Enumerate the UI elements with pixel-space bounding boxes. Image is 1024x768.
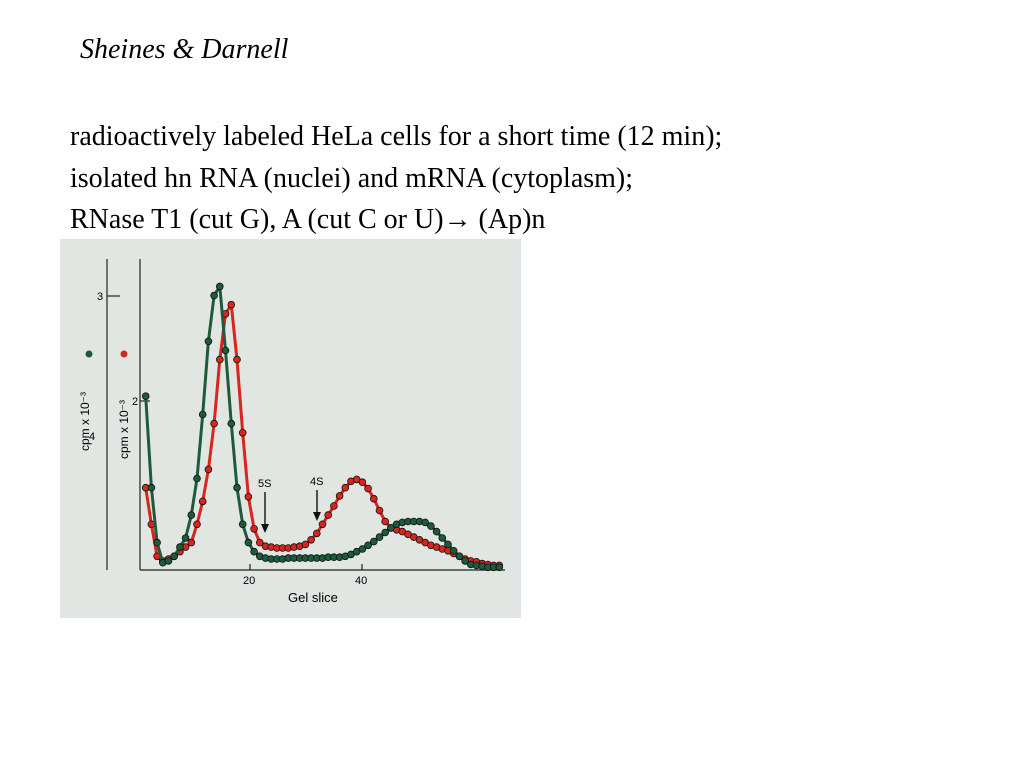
inner-y-tick-label-2: 2 <box>132 396 138 408</box>
marker-arrowhead-5s <box>261 524 269 533</box>
data-point-red <box>364 484 372 493</box>
data-point-green <box>198 410 207 419</box>
data-point-green <box>204 337 213 346</box>
data-point-green <box>170 552 178 561</box>
data-point-red <box>301 540 310 549</box>
data-point-green <box>250 547 258 556</box>
slide-text-line-2: isolated hn RNA (nuclei) and mRNA (cytop… <box>70 163 634 194</box>
data-point-green <box>216 282 224 291</box>
data-point-red <box>204 465 213 474</box>
slide-text-line-1: radioactively labeled HeLa cells for a s… <box>70 121 723 152</box>
data-point-green <box>181 534 190 542</box>
marker-label-5s: 5S <box>258 478 271 490</box>
data-point-red <box>244 492 253 501</box>
data-point-green <box>449 546 458 555</box>
data-point-green <box>381 528 390 537</box>
figure-background <box>60 239 521 618</box>
data-point-green <box>238 520 247 529</box>
data-point-green <box>227 419 236 428</box>
data-point-red <box>358 478 367 487</box>
data-point-green <box>455 552 464 561</box>
data-point-green <box>387 524 395 532</box>
data-point-red <box>187 538 196 547</box>
data-point-red <box>375 506 384 515</box>
data-point-green <box>164 557 173 565</box>
gel-slice-chart: 3 4 cpm x 10⁻³ 2 cpm x 10⁻³ 20 40 Gel sl… <box>60 239 521 618</box>
data-point-red <box>369 494 378 503</box>
data-point-red <box>381 517 390 526</box>
data-point-red <box>335 492 344 500</box>
data-point-green <box>221 346 230 355</box>
x-axis-label: Gel slice <box>288 590 338 605</box>
data-point-green <box>495 563 504 572</box>
outer-y-tick-label-4: 4 <box>89 431 95 443</box>
data-point-red <box>193 520 201 529</box>
gel-slice-figure: 3 4 cpm x 10⁻³ 2 cpm x 10⁻³ 20 40 Gel sl… <box>60 239 521 618</box>
data-point-red <box>256 538 264 547</box>
outer-y-axis-label: cpm x 10⁻³ <box>78 392 92 451</box>
data-point-green <box>176 543 184 551</box>
data-point-green <box>147 483 156 492</box>
data-point-red <box>238 429 247 437</box>
slide-text-line-3: RNase T1 (cut G), A (cut C or U)→ (Ap)n <box>70 204 546 235</box>
data-point-green <box>358 545 367 553</box>
data-point-green <box>187 511 196 519</box>
series-layer <box>141 282 504 572</box>
data-point-red <box>250 524 258 533</box>
data-point-green <box>153 538 161 547</box>
data-point-red <box>216 355 224 364</box>
data-point-green <box>444 540 452 549</box>
data-point-red <box>330 502 338 510</box>
data-point-green <box>427 522 435 530</box>
data-point-red <box>210 419 218 428</box>
marker-label-4s: 4S <box>310 476 323 488</box>
data-point-green <box>421 518 430 527</box>
data-point-red <box>307 535 315 544</box>
data-point-green <box>210 291 218 300</box>
data-point-green <box>193 474 201 483</box>
x-tick-label-40: 40 <box>355 575 367 587</box>
data-point-green <box>461 557 469 565</box>
data-point-green <box>244 538 253 547</box>
outer-y-tick-label-3: 3 <box>97 291 103 303</box>
data-point-red <box>233 355 241 364</box>
data-point-red <box>198 497 207 506</box>
data-point-green <box>141 392 150 401</box>
inner-y-legend-dot-red <box>120 350 128 358</box>
data-point-red <box>227 300 236 309</box>
data-point-green <box>432 527 441 536</box>
marker-arrowhead-4s <box>313 512 321 521</box>
data-point-red <box>324 511 333 519</box>
outer-y-legend-dot-green <box>85 350 93 358</box>
data-point-green <box>364 541 372 550</box>
x-tick-label-20: 20 <box>243 575 255 587</box>
data-point-red <box>312 529 321 538</box>
data-point-red <box>341 483 350 492</box>
slide-heading: Sheines & Darnell <box>80 34 289 65</box>
data-point-red <box>318 520 327 529</box>
data-point-green <box>233 483 241 492</box>
data-point-green <box>369 537 378 546</box>
data-point-green <box>438 534 447 542</box>
inner-y-axis-label: cpm x 10⁻³ <box>117 400 131 459</box>
series-green <box>141 282 504 572</box>
data-point-green <box>375 533 384 541</box>
